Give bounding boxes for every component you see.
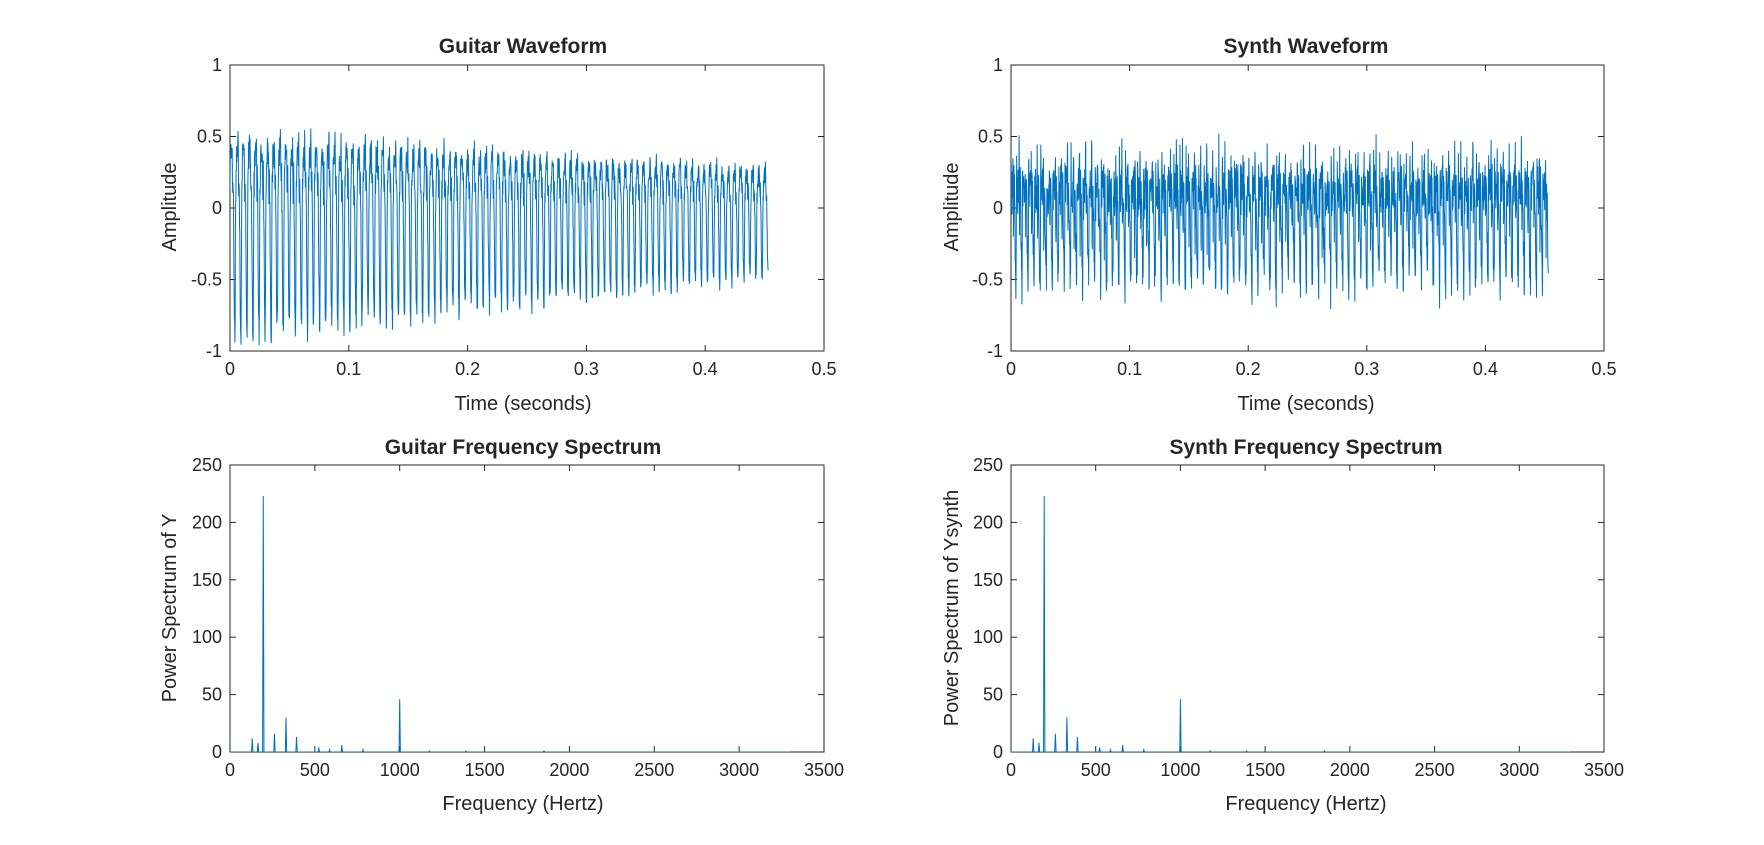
y-tick-label: 0.5 [978, 127, 1003, 147]
chart-title: Guitar Waveform [439, 35, 607, 58]
x-tick-label: 0.2 [455, 359, 480, 379]
y-tick-label: 150 [973, 570, 1003, 590]
y-tick-label: 250 [192, 455, 222, 475]
x-tick-label: 2500 [634, 760, 674, 780]
y-tick-label: 250 [973, 455, 1003, 475]
x-tick-label: 3500 [804, 760, 844, 780]
x-tick-label: 0 [1006, 359, 1016, 379]
series-line [230, 495, 791, 752]
x-tick-label: 2500 [1415, 760, 1455, 780]
panel-synth-spectrum: Synth Frequency Spectrum Frequency (Hert… [941, 436, 1443, 815]
x-tick-label: 3000 [1499, 760, 1539, 780]
y-tick-label: 0 [212, 742, 222, 762]
y-axis-label: Amplitude [159, 163, 181, 252]
x-tick-label: 0.2 [1236, 359, 1261, 379]
y-tick-label: 50 [983, 685, 1003, 705]
y-tick-label: 100 [192, 627, 222, 647]
series-line [230, 128, 769, 346]
x-tick-label: 0 [225, 760, 235, 780]
y-tick-label: -1 [206, 341, 222, 361]
x-tick-label: 2000 [1330, 760, 1370, 780]
chart-title: Synth Waveform [1224, 35, 1389, 58]
panel-synth-waveform: Synth Waveform Time (seconds) Amplitude [941, 35, 1388, 415]
x-tick-label: 2000 [549, 760, 589, 780]
y-tick-label: 150 [192, 570, 222, 590]
x-tick-label: 0 [1006, 760, 1016, 780]
panel-guitar-spectrum: Guitar Frequency Spectrum Frequency (Her… [159, 436, 661, 815]
y-tick-label: 1 [212, 55, 222, 75]
x-tick-label: 1000 [1160, 760, 1200, 780]
x-tick-label: 0.5 [1591, 359, 1616, 379]
x-tick-label: 0.1 [336, 359, 361, 379]
plot-synth-waveform: 0 0.1 0.2 0.3 0.4 0.5 -1 -0.5 0 0.5 1 [972, 55, 1617, 379]
y-tick-label: 50 [202, 685, 222, 705]
y-tick-label: 0 [212, 198, 222, 218]
x-tick-label: 0.5 [811, 359, 836, 379]
y-tick-label: 200 [192, 512, 222, 532]
y-axis-label: Amplitude [941, 163, 963, 252]
x-axis-label: Frequency (Hertz) [442, 793, 603, 815]
axes-box [229, 464, 825, 753]
x-tick-label: 0.3 [574, 359, 599, 379]
x-tick-label: 1000 [380, 760, 420, 780]
y-tick-label: 0 [993, 742, 1003, 762]
x-tick-label: 0 [225, 359, 235, 379]
chart-title: Guitar Frequency Spectrum [385, 436, 662, 459]
y-axis-label: Power Spectrum of Ysynth [941, 490, 963, 726]
x-tick-label: 0.1 [1117, 359, 1142, 379]
y-tick-label: 0 [993, 198, 1003, 218]
plot-synth-spectrum: 0 500 1000 1500 2000 2500 3000 3500 0 50 100 150 200… [973, 455, 1624, 780]
x-tick-label: 0.4 [693, 359, 718, 379]
y-axis-label: Power Spectrum of Y [159, 514, 181, 703]
y-tick-label: 200 [973, 512, 1003, 532]
x-tick-label: 500 [1081, 760, 1111, 780]
x-axis-label: Time (seconds) [454, 393, 591, 415]
y-tick-label: 0.5 [197, 127, 222, 147]
x-tick-label: 1500 [1245, 760, 1285, 780]
x-tick-label: 500 [300, 760, 330, 780]
axes-box [1010, 464, 1605, 753]
y-tick-label: -0.5 [972, 270, 1003, 290]
x-tick-label: 0.4 [1473, 359, 1498, 379]
plot-guitar-spectrum: 0 500 1000 1500 2000 2500 3000 3500 0 50 100 150 200… [192, 455, 844, 780]
panel-guitar-waveform: Guitar Waveform Time (seconds) Amplitude [159, 35, 607, 415]
series-line [1011, 495, 1571, 752]
y-tick-label: -1 [987, 341, 1003, 361]
chart-title: Synth Frequency Spectrum [1169, 436, 1442, 459]
plot-guitar-waveform: 0 0.1 0.2 0.3 0.4 0.5 -1 -0.5 0 0.5 1 [191, 55, 837, 379]
x-tick-label: 1500 [465, 760, 505, 780]
y-tick-label: 1 [993, 55, 1003, 75]
y-tick-label: -0.5 [191, 270, 222, 290]
y-tick-label: 100 [973, 627, 1003, 647]
series-line [1011, 133, 1549, 310]
x-axis-label: Frequency (Hertz) [1225, 793, 1386, 815]
x-tick-label: 3500 [1584, 760, 1624, 780]
x-tick-label: 0.3 [1354, 359, 1379, 379]
axes-box [229, 64, 825, 352]
x-tick-label: 3000 [719, 760, 759, 780]
x-axis-label: Time (seconds) [1237, 393, 1374, 415]
